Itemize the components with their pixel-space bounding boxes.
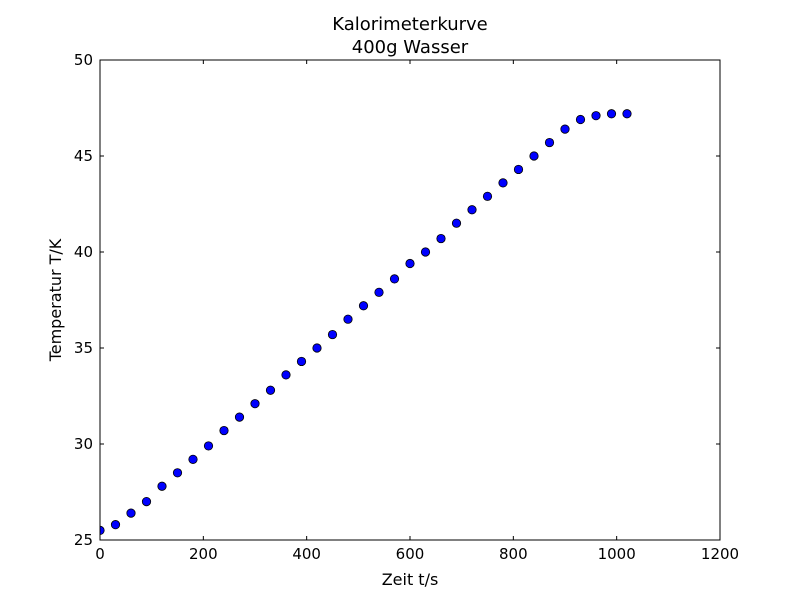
data-point: [482, 191, 493, 201]
data-point: [172, 468, 183, 478]
data-point: [591, 111, 601, 121]
data-point: [157, 481, 167, 491]
x-tick-label: 800: [499, 545, 528, 563]
data-point: [420, 247, 431, 257]
x-tick-label: 600: [396, 545, 425, 563]
data-point: [219, 425, 229, 436]
data-point: [327, 329, 338, 340]
data-point: [110, 520, 121, 530]
y-tick-label: 25: [74, 531, 93, 549]
x-tick-label: 200: [189, 545, 218, 563]
data-point: [203, 441, 214, 451]
data-point: [622, 109, 632, 119]
data-point: [606, 109, 617, 119]
data-point: [296, 356, 307, 367]
data-point: [141, 496, 152, 507]
points-layer: [100, 109, 632, 535]
data-point: [467, 205, 477, 215]
plot-frame: [99, 59, 721, 541]
data-point: [312, 343, 322, 353]
x-tick-label: 400: [292, 545, 321, 563]
data-point: [451, 218, 462, 228]
data-point: [374, 287, 384, 297]
y-tick-label: 35: [74, 339, 93, 357]
data-point: [529, 151, 539, 161]
x-axis-label: Zeit t/s: [382, 570, 439, 589]
data-point: [498, 178, 508, 188]
data-point: [188, 454, 198, 464]
chart-subtitle: 400g Wasser: [352, 37, 469, 58]
chart-title: Kalorimeterkurve: [332, 14, 487, 35]
y-tick-label: 50: [74, 51, 93, 69]
data-point: [358, 301, 369, 311]
x-tick-label: 1000: [598, 545, 636, 563]
x-tick-label: 0: [95, 545, 105, 563]
data-point: [544, 137, 555, 148]
data-point: [265, 385, 276, 395]
data-point: [513, 164, 524, 175]
x-tick-label: 1200: [701, 545, 739, 563]
y-axis-label: Temperatur T/K: [46, 238, 65, 362]
ticks-layer: 0 200 400 600 800 1000 1200 25 30 35 40 45 50: [74, 51, 739, 563]
data-point: [389, 274, 400, 284]
data-point: [126, 508, 136, 518]
data-point: [250, 399, 260, 409]
data-point: [436, 233, 446, 244]
data-point: [234, 412, 245, 422]
data-point: [343, 314, 353, 324]
data-point: [281, 370, 291, 380]
y-tick-label: 40: [74, 243, 93, 261]
data-point: [575, 114, 586, 125]
y-tick-label: 30: [74, 435, 93, 453]
data-point: [560, 124, 570, 134]
data-point: [405, 258, 415, 269]
y-tick-label: 45: [74, 147, 93, 165]
